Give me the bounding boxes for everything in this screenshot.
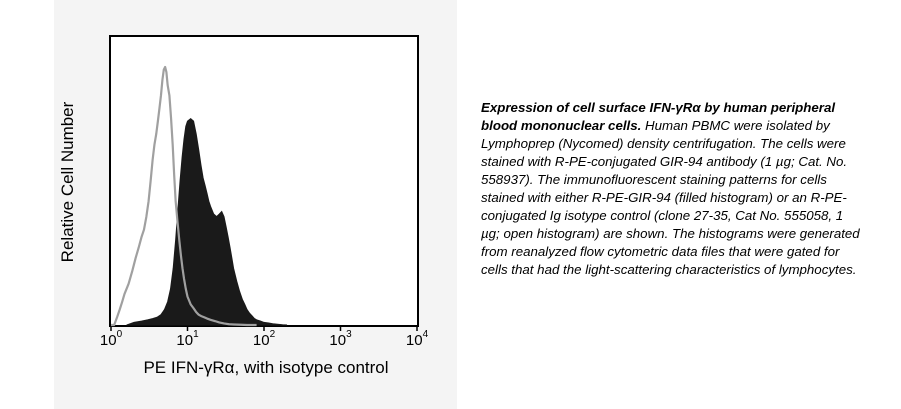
x-tick-label-base: 10	[252, 332, 270, 349]
x-tick-label-1: 101	[176, 329, 199, 349]
x-tick-label-4: 104	[405, 329, 429, 349]
x-tick-label-exponent: 1	[193, 329, 199, 340]
y-axis-label-text: Relative Cell Number	[58, 101, 77, 263]
series-layer	[111, 65, 288, 327]
filled-histogram	[126, 117, 288, 326]
x-tick-label-3: 103	[329, 329, 352, 349]
x-tick-label-2: 102	[252, 329, 276, 349]
x-tick-label-exponent: 0	[116, 329, 123, 340]
figure-caption: Expression of cell surface IFN-γRα by hu…	[481, 99, 861, 279]
caption-title: Expression of cell surface IFN-γRα by hu…	[481, 100, 836, 133]
x-tick-label-exponent: 4	[422, 329, 429, 340]
x-tick-label-exponent: 3	[346, 329, 352, 340]
open-histogram	[111, 65, 257, 327]
x-tick-label-base: 10	[405, 332, 423, 349]
caption-body: Human PBMC were isolated by Lymphoprep (…	[481, 118, 860, 277]
x-axis-label: PE IFN-γRα, with isotype control	[143, 358, 389, 377]
x-tick-label-exponent: 2	[269, 329, 276, 340]
x-axis-ticks	[110, 326, 418, 331]
x-tick-label-base: 10	[99, 332, 117, 349]
x-tick-label-base: 10	[329, 332, 347, 349]
x-tick-label-base: 10	[176, 332, 194, 349]
x-tick-label-0: 100	[99, 329, 123, 349]
plot-area	[109, 35, 419, 327]
